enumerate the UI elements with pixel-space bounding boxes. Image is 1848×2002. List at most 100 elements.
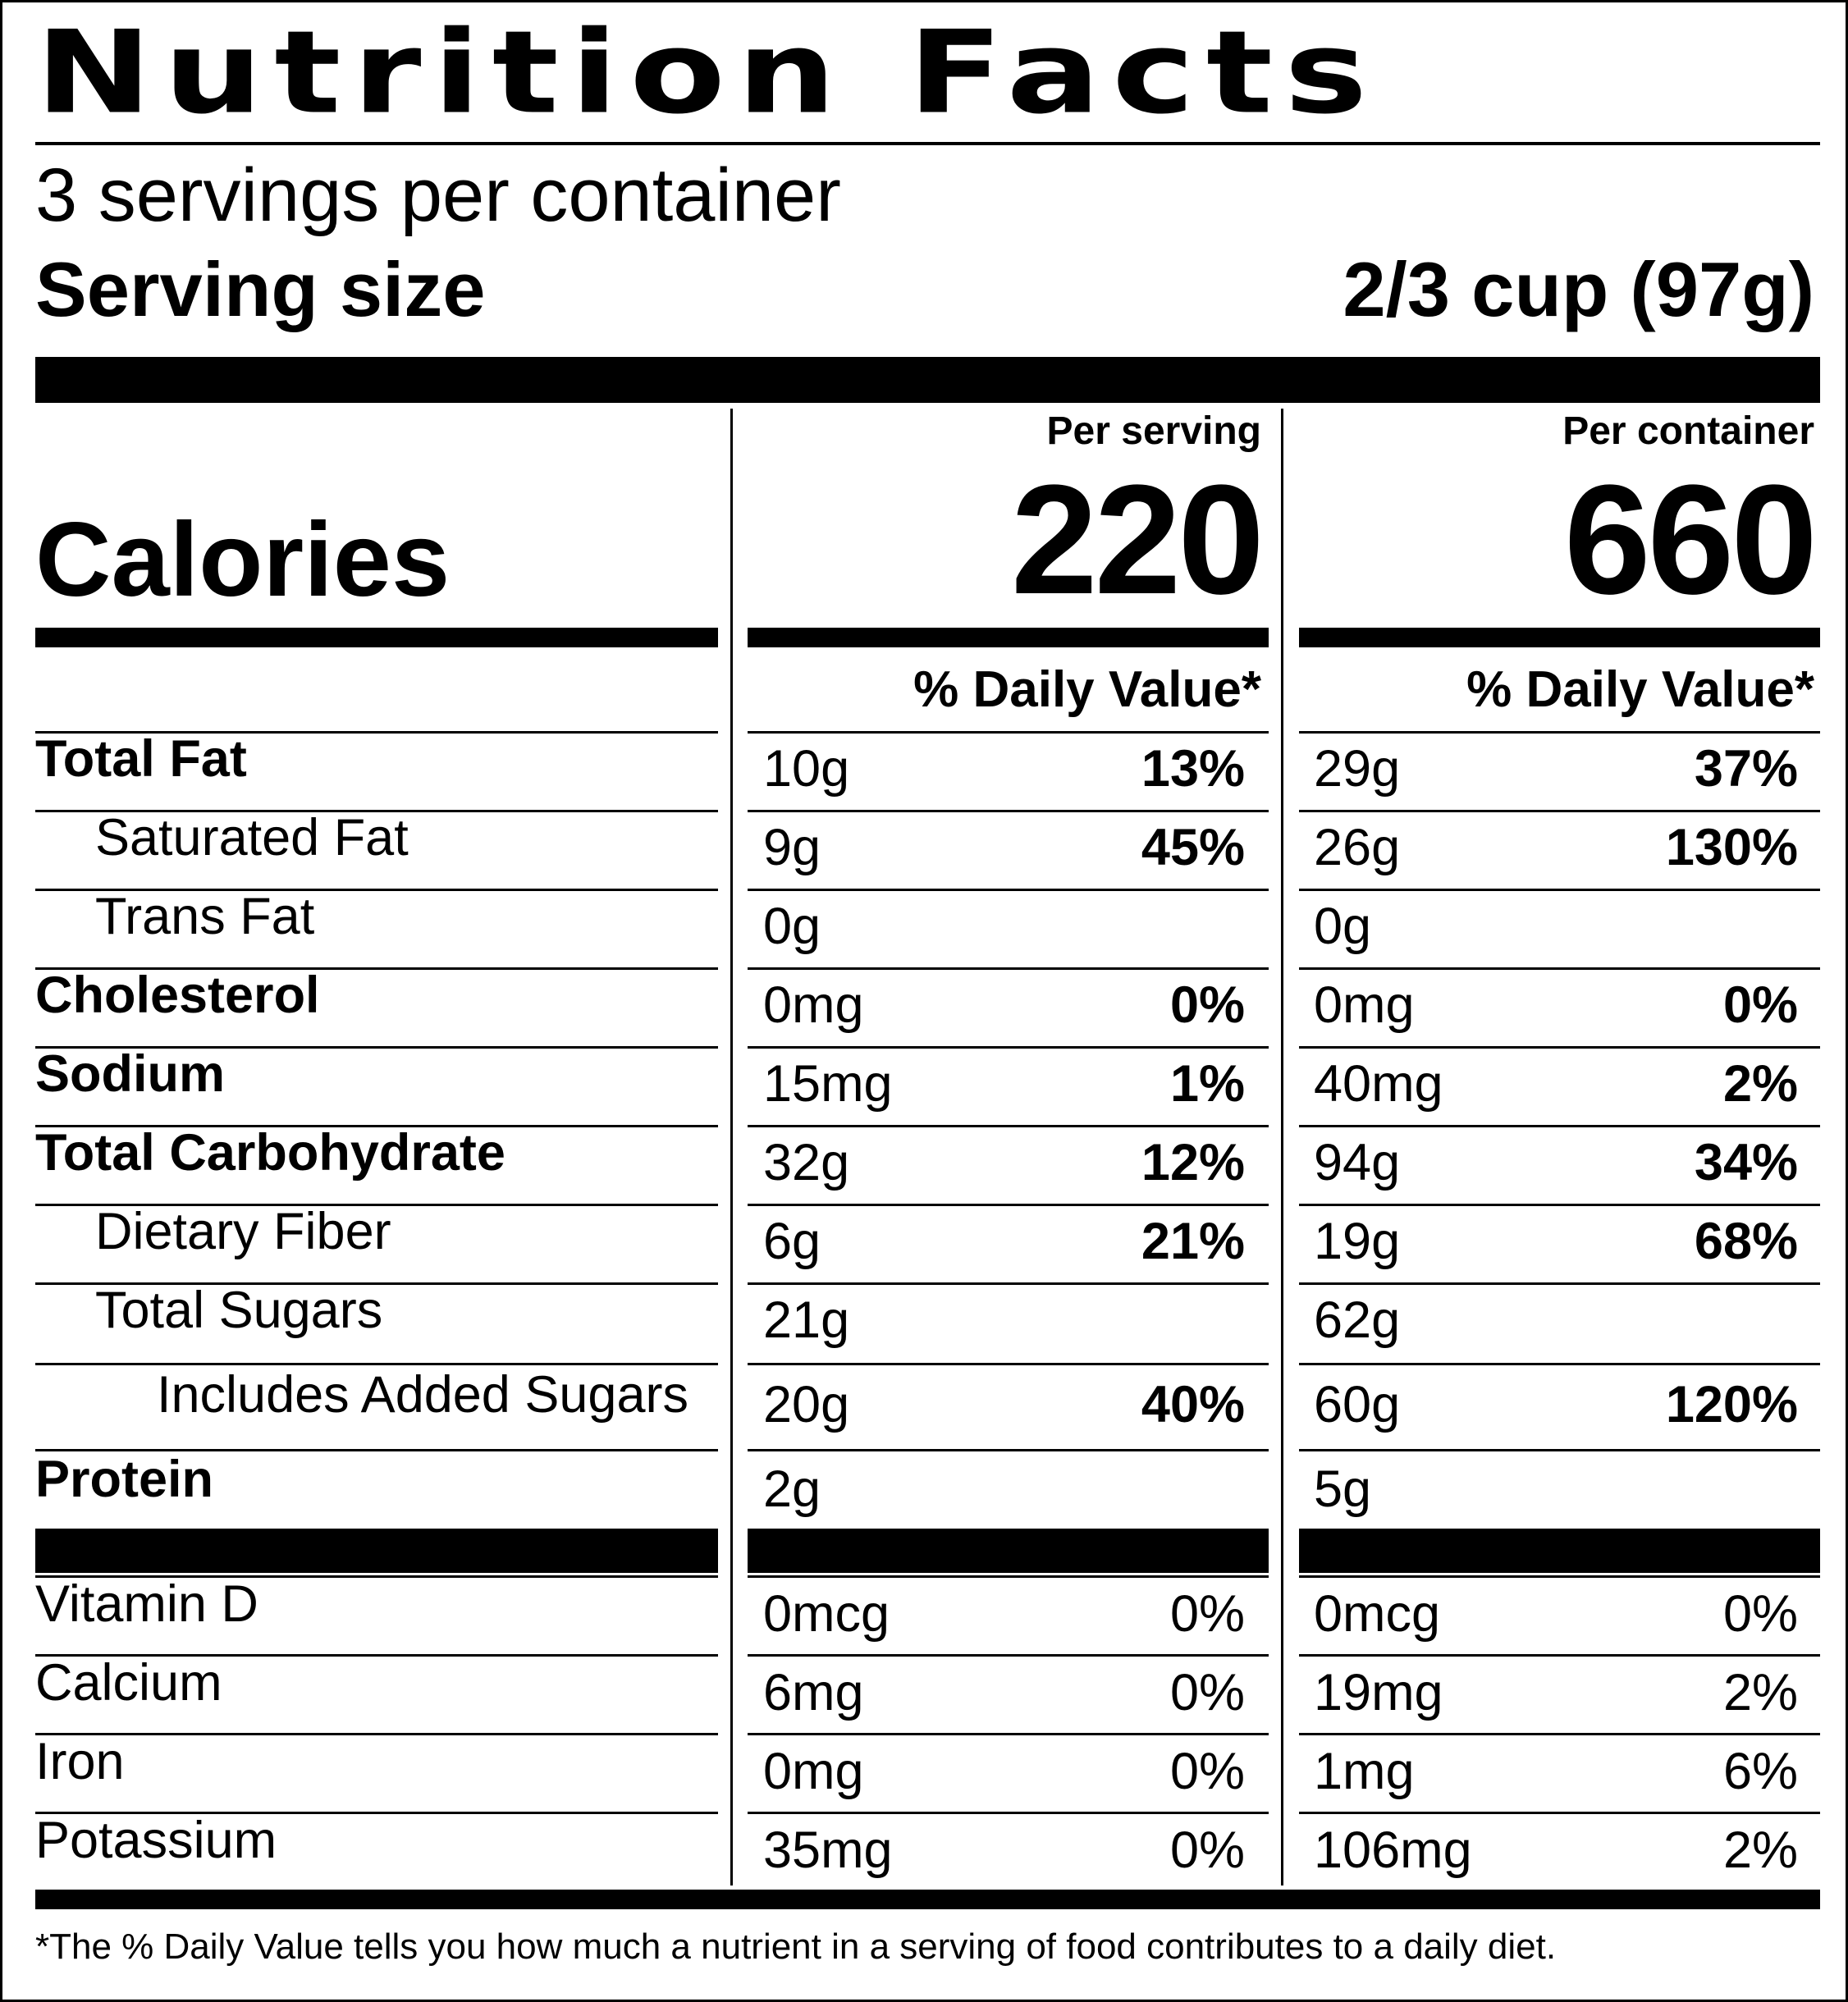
serving-amount: 9g	[763, 819, 821, 876]
row-divider	[748, 1363, 1269, 1365]
serving-size-value: 2/3 cup (97g)	[1343, 246, 1814, 332]
serving-daily-value: 0%	[1169, 976, 1245, 1034]
vitamin-container-daily-value: 0%	[1722, 1585, 1798, 1643]
serving-daily-value: 13%	[1141, 740, 1245, 798]
row-divider	[35, 889, 718, 891]
container-amount: 62g	[1314, 1291, 1401, 1349]
row-divider	[35, 810, 718, 812]
per-serving-header: Per serving	[1046, 409, 1261, 453]
vitamin-container-amount: 106mg	[1314, 1821, 1472, 1879]
row-divider	[35, 731, 718, 734]
vitamin-bar-serving	[748, 1529, 1269, 1573]
container-amount: 29g	[1314, 740, 1401, 798]
container-amount: 0mg	[1314, 976, 1415, 1034]
container-daily-value: 2%	[1722, 1055, 1798, 1113]
calories-per-serving: 220	[1010, 453, 1265, 627]
bottom-bar	[35, 1890, 1820, 1909]
row-divider	[1299, 1449, 1820, 1451]
label-title: Nutrition Facts	[35, 6, 1379, 140]
servings-per-container: 3 servings per container	[35, 153, 841, 237]
nutrient-name: Total Fat	[35, 730, 247, 788]
row-divider	[1299, 1575, 1820, 1578]
row-divider	[748, 731, 1269, 734]
container-amount: 60g	[1314, 1376, 1401, 1433]
footnote: *The % Daily Value tells you how much a …	[35, 1927, 1557, 1967]
row-divider	[35, 1449, 718, 1451]
serving-amount: 0g	[763, 898, 821, 955]
nutrient-name: Total Sugars	[95, 1282, 383, 1339]
vitamin-serving-daily-value: 0%	[1169, 1821, 1245, 1879]
calories-bar-container	[1299, 628, 1820, 647]
serving-daily-value: 40%	[1141, 1376, 1245, 1433]
row-divider	[35, 1654, 718, 1657]
row-divider	[748, 810, 1269, 812]
row-divider	[748, 1449, 1269, 1451]
row-divider	[748, 1812, 1269, 1814]
vitamin-serving-daily-value: 0%	[1169, 1585, 1245, 1643]
calories-bar-serving	[748, 628, 1269, 647]
serving-amount: 0mg	[763, 976, 864, 1034]
row-divider	[35, 1733, 718, 1735]
vitamin-container-daily-value: 2%	[1722, 1821, 1798, 1879]
container-amount: 94g	[1314, 1134, 1401, 1191]
row-divider	[1299, 731, 1820, 734]
vitamin-serving-amount: 6mg	[763, 1664, 864, 1721]
vitamin-serving-daily-value: 0%	[1169, 1664, 1245, 1721]
serving-daily-value: 21%	[1141, 1213, 1245, 1270]
vitamin-name: Potassium	[35, 1812, 277, 1869]
calories-per-container: 660	[1563, 453, 1818, 627]
serving-amount: 2g	[763, 1460, 821, 1518]
vitamin-name: Iron	[35, 1733, 125, 1790]
serving-amount: 15mg	[763, 1055, 893, 1113]
nutrient-name: Protein	[35, 1451, 214, 1508]
container-daily-value: 130%	[1665, 819, 1798, 876]
row-divider	[1299, 810, 1820, 812]
vitamin-serving-amount: 0mcg	[763, 1585, 890, 1643]
container-amount: 26g	[1314, 819, 1401, 876]
vitamin-serving-amount: 35mg	[763, 1821, 893, 1879]
row-divider	[1299, 1204, 1820, 1206]
nutrient-name: Dietary Fiber	[95, 1203, 391, 1260]
row-divider	[1299, 1046, 1820, 1049]
container-daily-value: 120%	[1665, 1376, 1798, 1433]
row-divider	[748, 1046, 1269, 1049]
container-daily-value: 68%	[1694, 1213, 1798, 1270]
vitamin-serving-amount: 0mg	[763, 1743, 864, 1800]
row-divider	[748, 1125, 1269, 1127]
nutrient-name: Sodium	[35, 1045, 225, 1103]
per-container-header: Per container	[1562, 409, 1814, 453]
container-amount: 40mg	[1314, 1055, 1443, 1113]
vitamin-container-amount: 19mg	[1314, 1664, 1443, 1721]
serving-amount: 21g	[763, 1291, 850, 1349]
row-divider	[1299, 1812, 1820, 1814]
row-divider	[748, 889, 1269, 891]
column-separator-container	[1281, 409, 1283, 1885]
vitamin-serving-daily-value: 0%	[1169, 1743, 1245, 1800]
column-separator-serving	[730, 409, 733, 1885]
row-divider	[748, 1282, 1269, 1285]
serving-amount: 10g	[763, 740, 850, 798]
serving-daily-value: 12%	[1141, 1134, 1245, 1191]
nutrient-name: Total Carbohydrate	[35, 1124, 505, 1182]
serving-amount: 6g	[763, 1213, 821, 1270]
serving-amount: 20g	[763, 1376, 850, 1433]
row-divider	[35, 1363, 718, 1365]
row-divider	[1299, 967, 1820, 970]
row-divider	[35, 1204, 718, 1206]
row-divider	[35, 1125, 718, 1127]
thick-divider-top	[35, 357, 1820, 403]
row-divider	[1299, 889, 1820, 891]
serving-daily-value: 45%	[1141, 819, 1245, 876]
serving-size-label: Serving size	[35, 246, 486, 332]
vitamin-name: Vitamin D	[35, 1575, 258, 1633]
calories-bar-name	[35, 628, 718, 647]
row-divider	[35, 1046, 718, 1049]
container-amount: 0g	[1314, 898, 1372, 955]
vitamin-container-amount: 1mg	[1314, 1743, 1415, 1800]
container-daily-value: 0%	[1722, 976, 1798, 1034]
container-amount: 19g	[1314, 1213, 1401, 1270]
container-daily-value: 34%	[1694, 1134, 1798, 1191]
vitamin-bar-name	[35, 1529, 718, 1573]
container-amount: 5g	[1314, 1460, 1372, 1518]
row-divider	[35, 1812, 718, 1814]
